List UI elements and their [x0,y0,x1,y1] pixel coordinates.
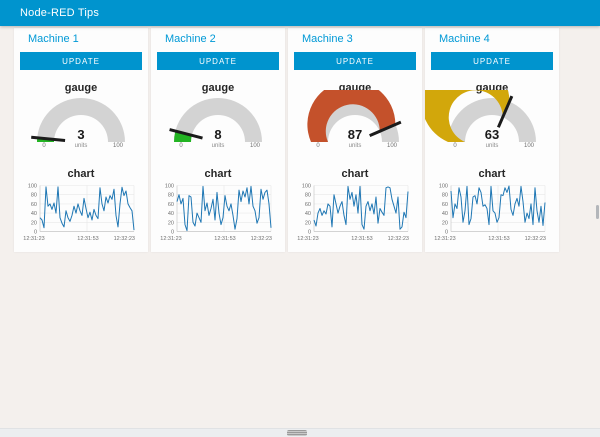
svg-text:0: 0 [171,230,174,236]
panel-title: Machine 1 [28,33,79,45]
panel-title: Machine 3 [302,33,353,45]
gauge-value: 87 [347,127,363,142]
svg-text:20: 20 [31,220,37,226]
line-chart: 0 20 40 60 80 100 12:31:23 12:31:53 12:32:23 [23,184,135,243]
svg-text:100: 100 [28,184,37,190]
update-button[interactable]: UPDATE [294,52,416,70]
svg-text:100: 100 [165,184,174,190]
svg-text:12:31:53: 12:31:53 [351,236,372,242]
svg-text:12:31:53: 12:31:53 [214,236,235,242]
svg-text:12:31:23: 12:31:23 [23,236,44,242]
svg-text:60: 60 [168,202,174,208]
dashboard-panels: Machine 1 UPDATE gauge 3 units 0 100 cha… [14,28,559,252]
svg-text:60: 60 [305,202,311,208]
svg-text:12:31:23: 12:31:23 [434,236,455,242]
svg-text:100: 100 [439,184,448,190]
svg-text:40: 40 [168,211,174,217]
panel-title: Machine 4 [439,33,490,45]
panel-title: Machine 2 [165,33,216,45]
svg-text:80: 80 [305,193,311,199]
app-title: Node-RED Tips [20,7,100,19]
machine-panel-3: Machine 3 UPDATE gauge 87 units 0 100 ch… [288,28,422,252]
gauge-chart [169,98,262,142]
machine-panel-1: Machine 1 UPDATE gauge 3 units 0 100 cha… [14,28,148,252]
gauge-chart [31,98,125,142]
svg-text:60: 60 [31,202,37,208]
svg-text:40: 40 [442,211,448,217]
svg-text:12:31:53: 12:31:53 [77,236,98,242]
chart-widget-title: chart [204,168,232,180]
horizontal-scrollbar-track[interactable] [0,428,600,437]
update-button[interactable]: UPDATE [431,52,553,70]
gauge-min-label: 0 [316,143,320,149]
svg-text:0: 0 [34,230,37,236]
gauge-value: 63 [484,127,500,142]
gauge-units-label: units [74,143,88,149]
gauge-min-label: 0 [179,143,183,149]
vertical-scrollbar-thumb[interactable] [596,205,599,219]
svg-text:80: 80 [31,193,37,199]
update-button[interactable]: UPDATE [157,52,279,70]
gauge-units-label: units [485,143,499,149]
svg-text:12:32:23: 12:32:23 [525,236,546,242]
svg-text:80: 80 [168,193,174,199]
gauge-widget-title: gauge [64,82,98,94]
gauge-value: 8 [214,127,222,142]
svg-text:12:31:53: 12:31:53 [488,236,509,242]
chart-widget-title: chart [478,168,506,180]
svg-text:80: 80 [442,193,448,199]
svg-text:12:31:23: 12:31:23 [160,236,181,242]
svg-text:12:32:23: 12:32:23 [251,236,272,242]
svg-text:0: 0 [445,230,448,236]
svg-text:20: 20 [305,220,311,226]
line-chart: 0 20 40 60 80 100 12:31:23 12:31:53 12:32:23 [297,184,409,243]
gauge-widget-title: gauge [201,82,235,94]
svg-text:0: 0 [308,230,311,236]
app-header: Node-RED Tips [0,0,600,26]
gauge-units-label: units [348,143,362,149]
gauge-max-label: 100 [523,143,534,149]
gauge-min-label: 0 [42,143,46,149]
horizontal-scrollbar-thumb[interactable] [287,430,307,436]
svg-text:60: 60 [442,202,448,208]
gauge-max-label: 100 [386,143,397,149]
gauge-units-label: units [211,143,225,149]
gauge-max-label: 100 [112,143,123,149]
gauge-min-label: 0 [453,143,457,149]
svg-text:100: 100 [302,184,311,190]
machine-panel-2: Machine 2 UPDATE gauge 8 units 0 100 cha… [151,28,285,252]
chart-widget-title: chart [341,168,369,180]
line-chart: 0 20 40 60 80 100 12:31:23 12:31:53 12:32:23 [160,184,272,243]
svg-text:20: 20 [442,220,448,226]
svg-text:40: 40 [305,211,311,217]
gauge-chart [425,90,536,142]
svg-text:12:32:23: 12:32:23 [114,236,135,242]
svg-text:20: 20 [168,220,174,226]
svg-text:40: 40 [31,211,37,217]
update-button[interactable]: UPDATE [20,52,142,70]
chart-widget-title: chart [67,168,95,180]
gauge-value: 3 [77,127,85,142]
machine-panel-4: Machine 4 UPDATE gauge 63 units 0 100 ch… [425,28,559,252]
gauge-chart [307,90,402,142]
svg-text:12:32:23: 12:32:23 [388,236,409,242]
svg-text:12:31:23: 12:31:23 [297,236,318,242]
gauge-max-label: 100 [249,143,260,149]
line-chart: 0 20 40 60 80 100 12:31:23 12:31:53 12:32:23 [434,184,546,243]
